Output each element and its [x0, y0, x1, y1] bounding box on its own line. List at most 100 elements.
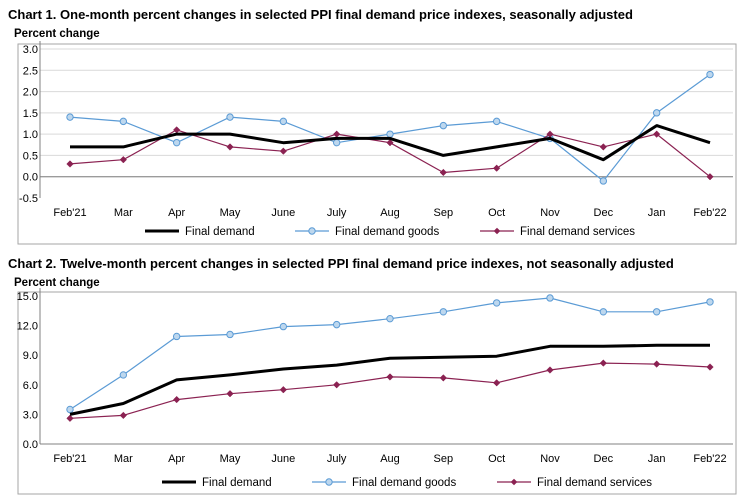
- chart-2-y-tick-label: 15.0: [17, 291, 38, 303]
- chart-2-ylabel: Percent change: [14, 277, 100, 289]
- chart-1-services-point: [439, 168, 447, 177]
- chart-2-x-tick-label: Aug: [380, 453, 400, 465]
- chart-2-services-point: [333, 381, 341, 389]
- chart-2-goods-point: [226, 330, 234, 339]
- chart-2: Chart 2. Twelve-month percent changes in…: [8, 256, 737, 495]
- chart-1-services-point: [173, 126, 181, 134]
- chart-1-series-final-demand-goods-line: [69, 74, 711, 182]
- chart-1-legend-label-final-demand: Final demand: [185, 226, 255, 238]
- chart-1-y-tick-label: 3.0: [23, 44, 38, 56]
- chart-1-x-tick-label: Feb'22: [693, 207, 726, 219]
- chart-1-y-tick-label: 1.0: [23, 129, 38, 141]
- chart-1-services-point: [386, 139, 394, 147]
- chart-2-legend: Final demand Final demand goods Final dema…: [162, 477, 652, 489]
- chart-2-services-point: [279, 386, 287, 394]
- chart-1-x-tick-label: Dec: [594, 207, 614, 219]
- chart-1-plot-border: [17, 43, 737, 245]
- chart-1-legend-marker-goods: [308, 227, 316, 235]
- chart-2-goods-point: [66, 405, 74, 414]
- chart-2-x-tick-label: Oct: [488, 453, 505, 465]
- chart-2-title: Chart 2. Twelve-month percent changes in…: [8, 256, 674, 271]
- chart-2-goods-point: [546, 294, 554, 302]
- chart-1-services-point: [653, 130, 661, 138]
- chart-2-x-tick-label: Feb'21: [53, 453, 86, 465]
- chart-2-services-point: [66, 414, 74, 423]
- chart-1-legend-label-final-demand-services: Final demand services: [520, 226, 635, 238]
- chart-2-legend-marker-services: [510, 478, 518, 486]
- chart-1-x-tick-label: Apr: [168, 207, 185, 219]
- chart-2-goods-point: [172, 332, 181, 341]
- chart-1-x-tick-label: July: [327, 207, 347, 219]
- chart-2-plot-border: [17, 291, 737, 495]
- chart-1-services-point: [706, 173, 714, 181]
- chart-2-goods-point: [706, 298, 714, 306]
- chart-2-y-tick-label: 6.0: [23, 380, 38, 392]
- chart-1-services-point: [279, 147, 287, 155]
- chart-1-y-tick-label: 2.5: [23, 65, 38, 77]
- chart-1-x-tick-label: Oct: [488, 207, 505, 219]
- chart-2-y-tick-label: 3.0: [23, 409, 38, 421]
- chart-1-goods-point: [492, 117, 501, 126]
- chart-1-y-tick-label: -0.5: [19, 193, 38, 205]
- chart-1-x-tick-label: Nov: [540, 207, 560, 219]
- chart-1-x-tick-label: May: [220, 207, 241, 219]
- chart-1-goods-point: [279, 117, 288, 126]
- chart-2-series-final-demand-line: [69, 343, 710, 416]
- chart-2-y-tick-label: 12.0: [17, 321, 38, 333]
- chart-2-services-point: [599, 359, 607, 367]
- chart-1-goods-point: [332, 138, 341, 147]
- chart-1-goods-point: [66, 113, 74, 121]
- chart-2-x-tick-label: Mar: [114, 453, 133, 465]
- chart-1-legend: Final demand Final demand goods Final dema…: [145, 226, 635, 238]
- chart-1-services-point: [493, 164, 501, 172]
- chart-1-legend-label-final-demand-goods: Final demand goods: [335, 226, 439, 238]
- chart-1-x-tick-label: Feb'21: [53, 207, 86, 219]
- chart-1-y-tick-label: 1.5: [23, 108, 38, 120]
- chart-1-goods-point: [652, 109, 661, 117]
- chart-1-goods-point: [172, 138, 181, 147]
- chart-2-legend-marker-goods: [325, 478, 333, 486]
- chart-1-x-tick-label: Mar: [114, 207, 133, 219]
- chart-2-x-tick-label: June: [271, 453, 295, 465]
- chart-2-series-final-demand-services-line: [69, 362, 711, 419]
- chart-1-goods-point: [386, 130, 394, 138]
- chart-2-legend-label-final-demand-services: Final demand services: [537, 477, 652, 489]
- chart-1-goods-point: [226, 113, 234, 121]
- chart-2-services-point: [653, 360, 661, 368]
- chart-2-goods-point: [332, 320, 341, 329]
- chart-1-goods-point: [706, 70, 714, 79]
- chart-1-x-tick-label: Jan: [648, 207, 666, 219]
- chart-1-y-tick-label: 0.5: [23, 150, 38, 162]
- chart-2-services-point: [493, 379, 501, 387]
- chart-1-ylabel: Percent change: [14, 28, 100, 40]
- chart-1-services-point: [66, 160, 74, 168]
- chart-1-series-final-demand-line: [70, 124, 711, 162]
- chart-2-goods-point: [386, 314, 394, 323]
- chart-2-x-tick-label: Nov: [540, 453, 560, 465]
- chart-1-y-tick-label: 0.0: [23, 172, 38, 184]
- chart-2-legend-label-final-demand-goods: Final demand goods: [352, 477, 456, 489]
- chart-1-y-tick-label: 2.0: [23, 87, 38, 99]
- chart-2-goods-point: [119, 371, 128, 379]
- chart-1-goods-point: [439, 121, 448, 130]
- chart-2-services-point: [173, 395, 181, 404]
- chart-2-services-point: [119, 411, 127, 420]
- chart-2-goods-point: [652, 308, 661, 316]
- chart-2-x-tick-label: Jan: [648, 453, 666, 465]
- chart-2-series-final-demand-goods-line: [69, 297, 711, 411]
- chart-2-goods-point: [599, 308, 608, 316]
- chart-1: Chart 1. One-month percent changes in se…: [8, 7, 737, 245]
- chart-2-services-point: [386, 373, 394, 381]
- chart-1-title: Chart 1. One-month percent changes in se…: [8, 7, 633, 22]
- chart-1-goods-point: [599, 177, 608, 185]
- chart-2-x-tick-label: Feb'22: [693, 453, 726, 465]
- chart-1-x-tick-label: Aug: [380, 207, 400, 219]
- chart-1-services-point: [333, 130, 341, 138]
- chart-2-services-point: [706, 363, 714, 371]
- chart-2-goods-point: [279, 322, 288, 331]
- chart-2-x-tick-label: Apr: [168, 453, 185, 465]
- chart-1-services-point: [119, 156, 127, 164]
- chart-1-services-point: [226, 143, 234, 151]
- chart-2-goods-point: [439, 308, 448, 316]
